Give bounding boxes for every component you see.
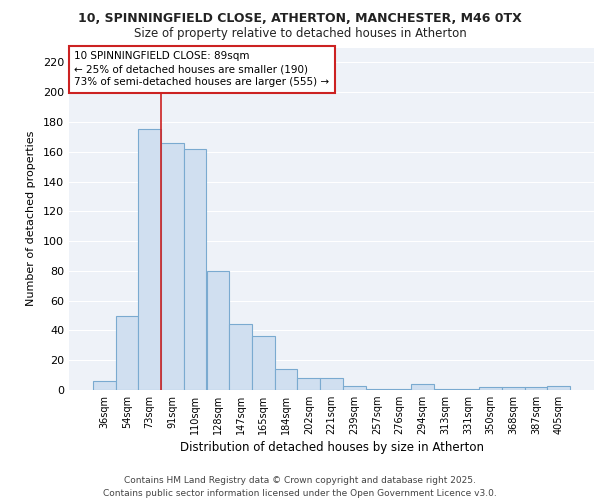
Y-axis label: Number of detached properties: Number of detached properties <box>26 131 36 306</box>
Bar <box>93 381 116 390</box>
Bar <box>161 143 184 390</box>
Bar <box>547 386 570 390</box>
Bar <box>388 388 411 390</box>
Text: 10, SPINNINGFIELD CLOSE, ATHERTON, MANCHESTER, M46 0TX: 10, SPINNINGFIELD CLOSE, ATHERTON, MANCH… <box>78 12 522 26</box>
Bar <box>524 387 547 390</box>
Bar <box>320 378 343 390</box>
Text: Size of property relative to detached houses in Atherton: Size of property relative to detached ho… <box>134 28 466 40</box>
Bar <box>411 384 434 390</box>
Bar <box>252 336 275 390</box>
Bar <box>343 386 365 390</box>
Bar <box>479 387 502 390</box>
Bar <box>298 378 320 390</box>
Text: Contains HM Land Registry data © Crown copyright and database right 2025.
Contai: Contains HM Land Registry data © Crown c… <box>103 476 497 498</box>
Bar <box>275 369 298 390</box>
Bar <box>457 388 479 390</box>
Bar <box>206 271 229 390</box>
Text: 10 SPINNINGFIELD CLOSE: 89sqm
← 25% of detached houses are smaller (190)
73% of : 10 SPINNINGFIELD CLOSE: 89sqm ← 25% of d… <box>74 51 329 88</box>
Bar <box>434 388 457 390</box>
Bar <box>502 387 524 390</box>
Bar <box>139 130 161 390</box>
Bar <box>365 388 388 390</box>
Bar <box>184 149 206 390</box>
Bar <box>229 324 252 390</box>
X-axis label: Distribution of detached houses by size in Atherton: Distribution of detached houses by size … <box>179 442 484 454</box>
Bar <box>116 316 139 390</box>
